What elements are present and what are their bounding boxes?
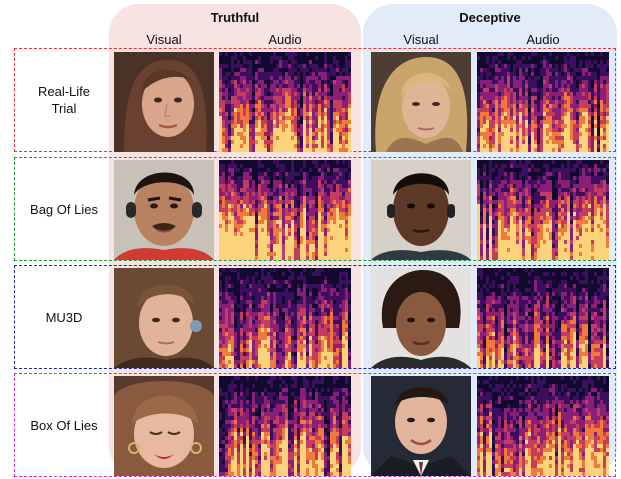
row-label-bag-of-lies: Bag Of Lies	[30, 201, 98, 217]
deceptive-title: Deceptive	[459, 10, 521, 25]
face-icon	[114, 160, 214, 260]
face-icon	[371, 160, 471, 260]
spectrogram-icon	[477, 160, 609, 260]
spectrogram-icon	[219, 376, 351, 476]
row-box-box-of-lies	[14, 373, 616, 477]
spectrogram-icon	[477, 376, 609, 476]
deceptive-audio-header: Audio	[526, 32, 560, 47]
truthful-audio-header: Audio	[268, 32, 302, 47]
face-icon	[114, 52, 214, 152]
face-icon	[114, 376, 214, 476]
row-box-bag-of-lies	[14, 157, 616, 261]
face-icon	[114, 268, 214, 368]
face-image-box-of-lies-deceptive	[371, 376, 471, 476]
spectrogram-mu3d-truthful	[219, 268, 351, 368]
spectrogram-real-life-deceptive	[477, 52, 609, 152]
spectrogram-box-of-lies-deceptive	[477, 376, 609, 476]
row-box-mu3d	[14, 265, 616, 369]
spectrogram-bag-of-lies-deceptive	[477, 160, 609, 260]
face-image-box-of-lies-truthful	[114, 376, 214, 476]
spectrogram-icon	[219, 268, 351, 368]
face-icon	[371, 376, 471, 476]
truthful-title: Truthful	[210, 10, 260, 25]
face-image-real-life-truthful	[114, 52, 214, 152]
row-label-mu3d: MU3D	[45, 309, 83, 325]
face-image-bag-of-lies-deceptive	[371, 160, 471, 260]
row-label-real-life-trial: Real-Life Trial	[37, 84, 91, 116]
truthful-visual-header: Visual	[146, 32, 182, 47]
face-image-bag-of-lies-truthful	[114, 160, 214, 260]
spectrogram-box-of-lies-truthful	[219, 376, 351, 476]
face-icon	[371, 52, 471, 152]
spectrogram-real-life-truthful	[219, 52, 351, 152]
face-image-mu3d-deceptive	[371, 268, 471, 368]
spectrogram-mu3d-deceptive	[477, 268, 609, 368]
spectrogram-bag-of-lies-truthful	[219, 160, 351, 260]
face-image-real-life-deceptive	[371, 52, 471, 152]
spectrogram-icon	[477, 268, 609, 368]
spectrogram-icon	[477, 52, 609, 152]
spectrogram-icon	[219, 52, 351, 152]
face-icon	[371, 268, 471, 368]
deceptive-visual-header: Visual	[403, 32, 439, 47]
spectrogram-icon	[219, 160, 351, 260]
row-label-box-of-lies: Box Of Lies	[30, 417, 98, 433]
face-image-mu3d-truthful	[114, 268, 214, 368]
